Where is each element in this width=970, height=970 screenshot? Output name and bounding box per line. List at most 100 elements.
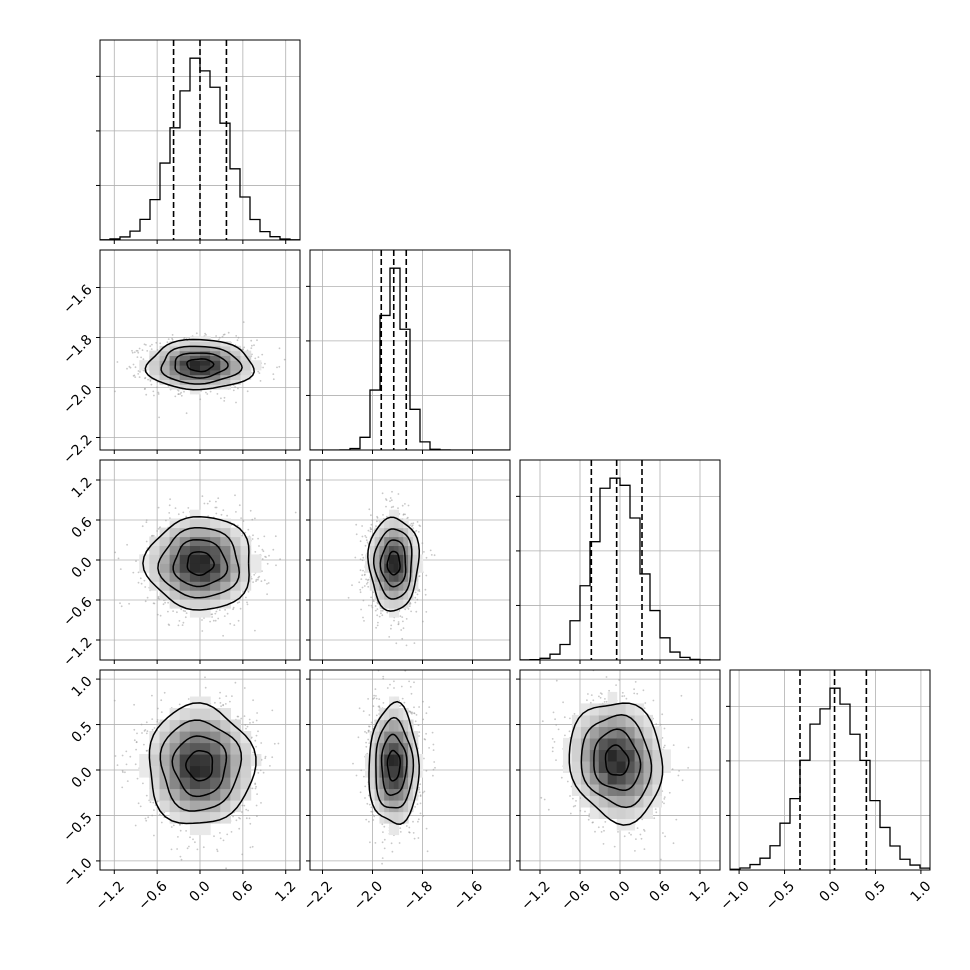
contour-line-0 [604, 744, 630, 776]
density-cell [139, 754, 150, 767]
density-cell [398, 754, 404, 767]
density-cell [179, 754, 191, 767]
sample-point [433, 761, 436, 763]
sample-point [133, 728, 136, 731]
sample-point [137, 581, 140, 584]
sample-point [355, 774, 358, 777]
density-cell [393, 765, 400, 778]
sample-point [247, 528, 250, 531]
sample-point [136, 777, 139, 780]
contour-line-1 [172, 538, 229, 588]
density-cell [210, 788, 221, 801]
sample-point [254, 517, 256, 520]
density-cell [643, 772, 653, 785]
sample-point [382, 675, 385, 678]
sample-point [134, 366, 137, 369]
sample-point [376, 520, 378, 523]
sample-point [598, 695, 600, 698]
sample-point [573, 713, 576, 715]
density-cell [189, 823, 201, 836]
density-cell [398, 765, 404, 778]
density-cell [625, 806, 636, 819]
sample-point [208, 500, 211, 503]
density-cell [384, 731, 390, 744]
sample-point [621, 695, 624, 698]
sample-point [167, 623, 170, 626]
sample-point [368, 604, 370, 607]
sample-point [143, 730, 146, 732]
density-cell [230, 527, 242, 538]
density-cell [200, 345, 211, 352]
sample-point [128, 602, 131, 605]
sample-point [172, 610, 175, 612]
sample-point [236, 602, 239, 604]
sample-point [623, 695, 626, 697]
sample-point [603, 829, 605, 832]
density-cell [384, 811, 390, 824]
density-cell [210, 742, 221, 755]
y-tick-label: 0.5 [69, 719, 96, 746]
density-cell [643, 714, 653, 727]
sample-point [133, 351, 136, 354]
sample-point [180, 391, 183, 394]
sample-point [634, 681, 637, 683]
sample-point [413, 712, 416, 715]
sample-point [150, 383, 153, 386]
density-cell [200, 518, 211, 529]
sample-point [237, 387, 239, 390]
density-cell [661, 760, 671, 773]
sample-point [143, 388, 146, 390]
sample-point [382, 702, 385, 704]
sample-point [634, 850, 636, 852]
sample-point [243, 715, 246, 717]
sample-point [214, 506, 217, 509]
density-cell [643, 737, 653, 750]
sample-point [636, 827, 639, 829]
sample-point [385, 499, 388, 501]
density-cell [220, 742, 231, 755]
density-cell [200, 336, 211, 342]
sample-point [149, 801, 152, 803]
density-cell [200, 369, 211, 376]
sample-point [216, 848, 218, 851]
density-cell [598, 737, 609, 750]
sample-point [283, 358, 286, 361]
density-cell [179, 545, 191, 555]
sample-point [369, 528, 372, 531]
density-cell [210, 581, 221, 591]
density-cell [169, 811, 181, 824]
density-cell [230, 360, 242, 366]
density-cell [139, 360, 150, 366]
sample-point [418, 731, 421, 733]
y-tick-label: −2.0 [60, 382, 95, 417]
sample-point [176, 611, 178, 614]
sample-point [254, 787, 257, 790]
sample-point [366, 581, 369, 584]
sample-point [216, 393, 219, 395]
sample-point [592, 699, 595, 702]
density-cell [189, 518, 201, 529]
density-cell [580, 749, 591, 762]
sample-point [251, 518, 254, 521]
sample-point [401, 504, 404, 507]
density-cell [179, 563, 191, 573]
density-cell [189, 509, 201, 520]
sample-point [226, 833, 229, 836]
density-cell [616, 749, 627, 762]
sample-point [589, 701, 592, 704]
sample-point [375, 626, 377, 629]
density-cell [412, 554, 419, 564]
sample-point [219, 832, 221, 834]
density-cell [389, 509, 395, 520]
sample-point [255, 768, 258, 771]
density-cell [179, 365, 191, 371]
density-cell [580, 795, 591, 808]
sample-point [179, 829, 182, 832]
density-cell [169, 527, 181, 538]
sample-point [221, 335, 224, 338]
sample-point [370, 604, 373, 607]
density-cell [403, 754, 409, 767]
density-cell [230, 800, 242, 813]
sample-point [590, 694, 593, 696]
density-cell [634, 726, 645, 739]
